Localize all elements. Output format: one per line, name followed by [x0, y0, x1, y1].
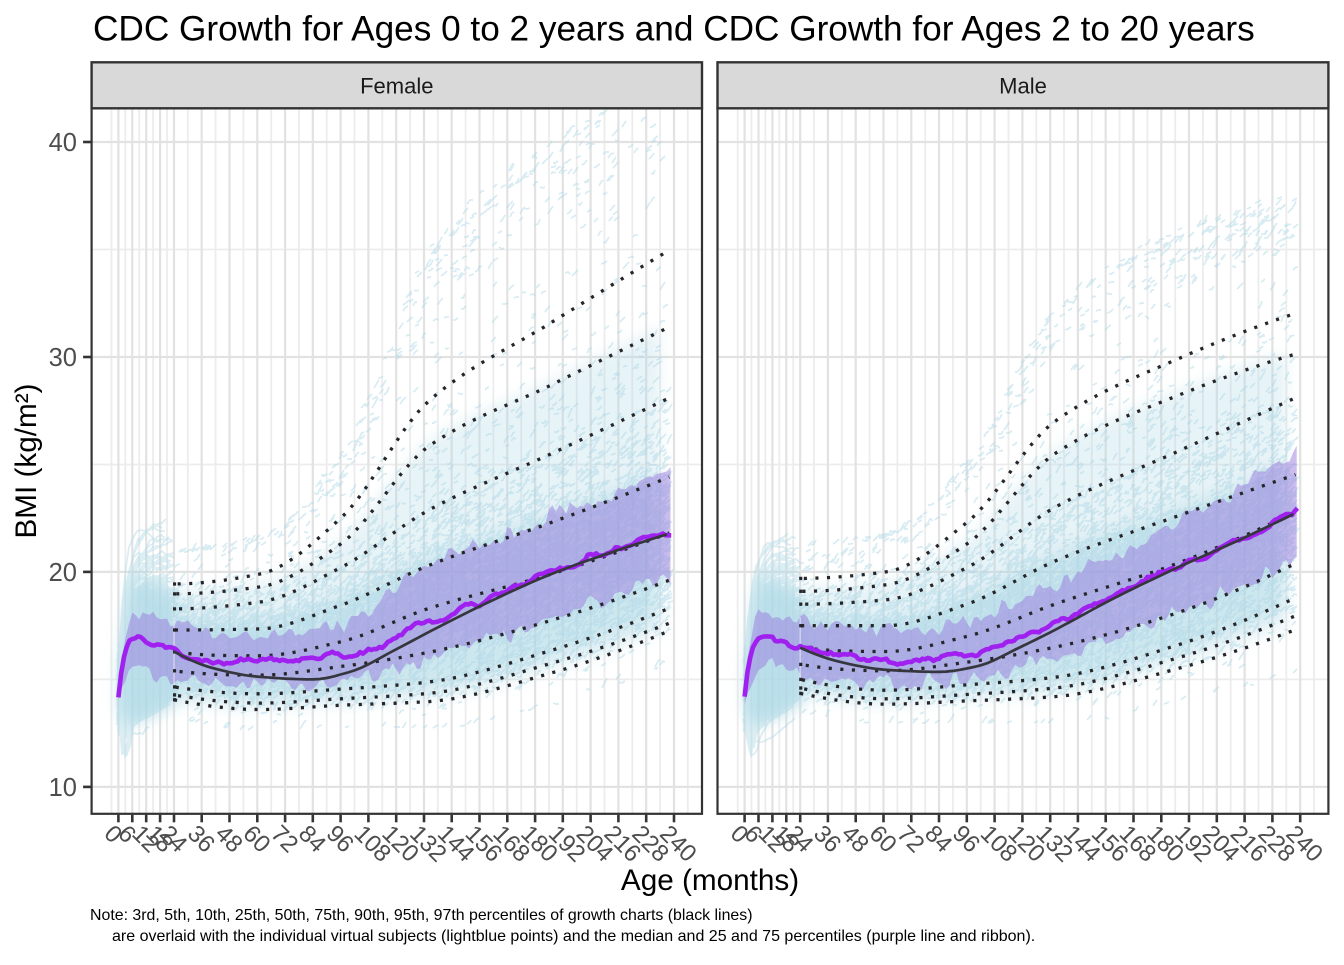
- svg-text:40: 40: [49, 129, 77, 157]
- svg-text:Female: Female: [360, 74, 433, 99]
- svg-text:are overlaid with the individu: are overlaid with the individual virtual…: [112, 928, 1035, 945]
- svg-text:20: 20: [49, 559, 77, 587]
- svg-text:30: 30: [49, 344, 77, 372]
- svg-text:10: 10: [49, 774, 77, 802]
- svg-text:CDC Growth for Ages 0 to 2 yea: CDC Growth for Ages 0 to 2 years and CDC…: [93, 10, 1255, 49]
- svg-text:Age (months): Age (months): [621, 864, 799, 897]
- svg-text:BMI (kg/m²): BMI (kg/m²): [10, 383, 43, 538]
- svg-text:Male: Male: [999, 74, 1047, 99]
- svg-text:Note: 3rd, 5th, 10th, 25th, 50: Note: 3rd, 5th, 10th, 25th, 50th, 75th, …: [90, 907, 753, 924]
